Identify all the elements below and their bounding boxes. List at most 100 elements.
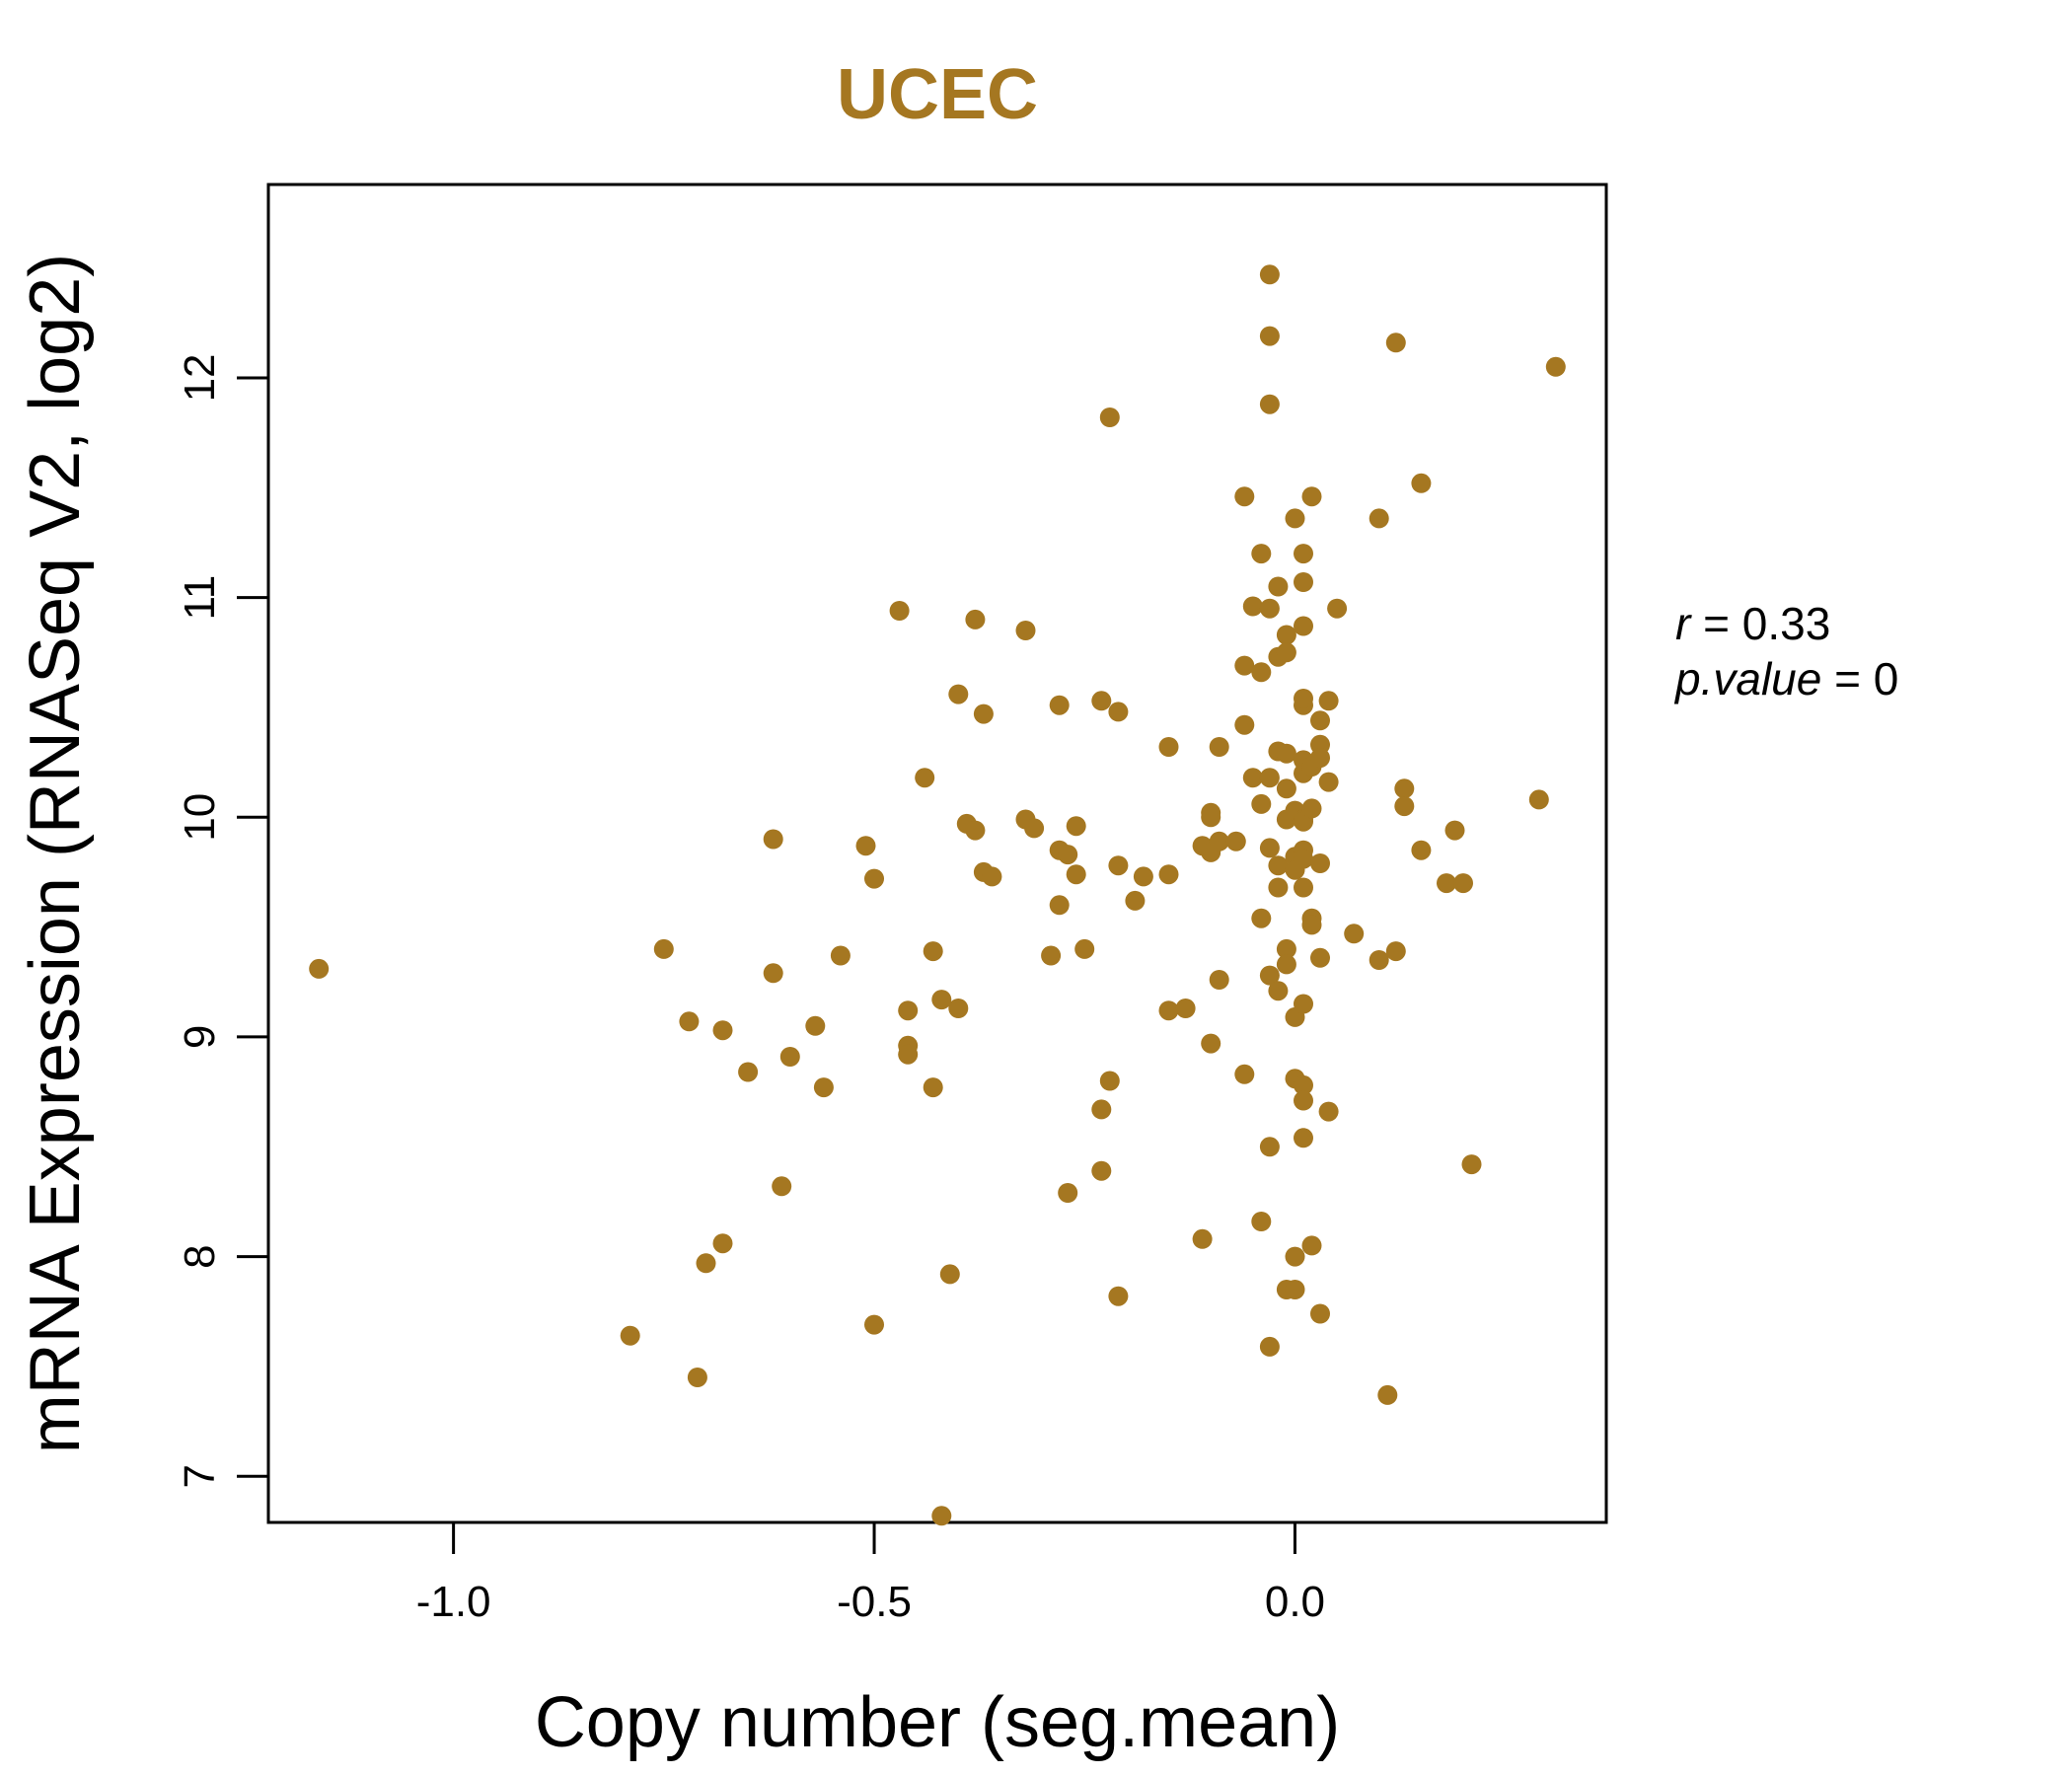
data-point [813, 1077, 834, 1098]
data-point [889, 601, 910, 621]
data-point [1209, 737, 1229, 757]
data-point [1437, 873, 1456, 894]
data-point [1259, 598, 1280, 619]
data-point [855, 836, 876, 856]
y-tick-label: 10 [176, 793, 224, 842]
data-point [948, 684, 969, 704]
data-point [1327, 598, 1348, 619]
data-point [1294, 1090, 1313, 1111]
data-point [779, 1047, 800, 1067]
data-point [1049, 695, 1070, 715]
data-point [1394, 796, 1415, 817]
data-point [939, 1264, 960, 1285]
data-point [1318, 691, 1339, 711]
data-point [1234, 1064, 1255, 1084]
data-point [1201, 1033, 1221, 1054]
y-tick-label: 8 [176, 1244, 224, 1268]
data-point [1259, 326, 1280, 346]
data-point [1125, 890, 1146, 911]
data-point [1444, 820, 1465, 841]
data-point [1285, 1280, 1305, 1299]
data-point [653, 938, 674, 959]
data-point [973, 703, 994, 724]
data-point [1294, 616, 1313, 636]
data-point [1276, 938, 1296, 959]
data-point [1242, 768, 1263, 788]
data-point [687, 1368, 707, 1387]
chart-title: UCEC [837, 55, 1038, 134]
data-point [1251, 544, 1272, 564]
data-point [1318, 1101, 1339, 1122]
data-point [805, 1015, 826, 1036]
data-point [1058, 845, 1078, 865]
data-point [1301, 915, 1322, 935]
r-equals: = [1690, 598, 1741, 649]
x-tick-label: -1.0 [416, 1578, 491, 1626]
data-point [1310, 947, 1330, 968]
data-point [1276, 778, 1296, 799]
data-point [1377, 1384, 1398, 1405]
data-point [1066, 816, 1086, 837]
data-point [965, 609, 986, 629]
data-point [1310, 1303, 1330, 1324]
correlation-stat: r = 0.33 [1675, 598, 1830, 649]
data-point [1276, 954, 1296, 975]
data-point [1015, 621, 1036, 640]
data-point [898, 1000, 919, 1021]
data-point [309, 958, 330, 979]
data-point [1318, 772, 1339, 792]
data-point [763, 829, 783, 850]
data-point [1310, 710, 1330, 731]
data-point [1394, 778, 1415, 799]
data-point [1133, 866, 1153, 887]
data-point [696, 1253, 716, 1274]
data-point [1074, 938, 1095, 959]
data-point [1251, 908, 1272, 928]
data-point [915, 768, 935, 788]
data-point [1411, 840, 1432, 860]
y-axis: 7 8 9 10 11 12 [176, 353, 268, 1488]
data-point [1528, 789, 1549, 810]
data-point [1294, 1074, 1313, 1095]
data-point [1251, 1212, 1272, 1231]
data-point [1251, 793, 1272, 814]
data-point [620, 1325, 640, 1346]
data-point [1301, 486, 1322, 507]
data-point [1301, 1235, 1322, 1256]
data-point [1294, 1128, 1313, 1148]
data-point [1259, 965, 1280, 986]
data-point [1411, 473, 1432, 493]
data-point [1259, 838, 1280, 858]
data-point [1276, 625, 1296, 645]
data-point [1385, 941, 1406, 962]
data-point [1091, 1160, 1112, 1181]
data-point [1158, 1000, 1179, 1021]
data-point [898, 1044, 919, 1065]
x-tick-label: 0.0 [1265, 1578, 1325, 1626]
data-point [1091, 691, 1112, 711]
data-point [1294, 572, 1313, 592]
data-point [1294, 849, 1313, 869]
data-point [1461, 1154, 1482, 1175]
data-point [1259, 394, 1280, 414]
data-point [712, 1233, 733, 1254]
data-point [864, 868, 884, 889]
y-tick-label: 7 [176, 1464, 224, 1488]
data-point [1276, 743, 1296, 764]
data-point [1108, 855, 1129, 876]
data-point [738, 1062, 759, 1082]
data-point [1175, 999, 1196, 1018]
data-point [1545, 356, 1566, 377]
data-point [1294, 689, 1313, 708]
data-point [1310, 853, 1330, 873]
data-point [1024, 818, 1045, 839]
data-point [931, 990, 952, 1010]
data-point [864, 1314, 884, 1335]
data-point [923, 941, 943, 962]
data-point [1294, 544, 1313, 564]
r-value: 0.33 [1742, 598, 1831, 649]
y-axis-label: mRNA Expression (RNASeq V2, log2) [16, 254, 95, 1453]
p-equals: = [1821, 653, 1873, 704]
data-point [1209, 831, 1229, 851]
data-point [1285, 1246, 1305, 1267]
